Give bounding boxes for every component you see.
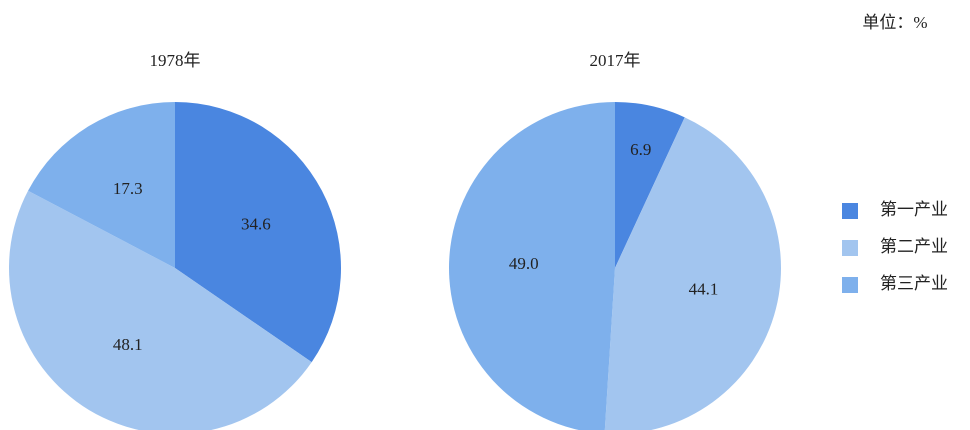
chart-title: 2017年 <box>590 51 641 70</box>
pie-slice <box>9 190 312 430</box>
legend-label: 第一产业 <box>880 200 948 219</box>
legend-swatch <box>842 240 858 256</box>
unit-note: 单位：% <box>862 13 927 32</box>
data-label: 49.0 <box>509 254 539 273</box>
chart-title: 1978年 <box>150 51 201 70</box>
data-label: 34.6 <box>241 214 271 233</box>
data-label: 6.9 <box>630 140 651 159</box>
pie-slice <box>615 102 685 268</box>
pie-slice <box>28 102 175 268</box>
legend-label: 第二产业 <box>880 237 948 256</box>
pie-slice <box>175 102 341 363</box>
legend-swatch <box>842 203 858 219</box>
data-label: 48.1 <box>113 335 143 354</box>
legend-swatch <box>842 277 858 293</box>
data-label: 17.3 <box>113 179 143 198</box>
pie-slice <box>604 117 781 430</box>
data-label: 44.1 <box>689 279 719 298</box>
legend-label: 第三产业 <box>880 274 948 293</box>
pie-slice <box>449 102 615 430</box>
